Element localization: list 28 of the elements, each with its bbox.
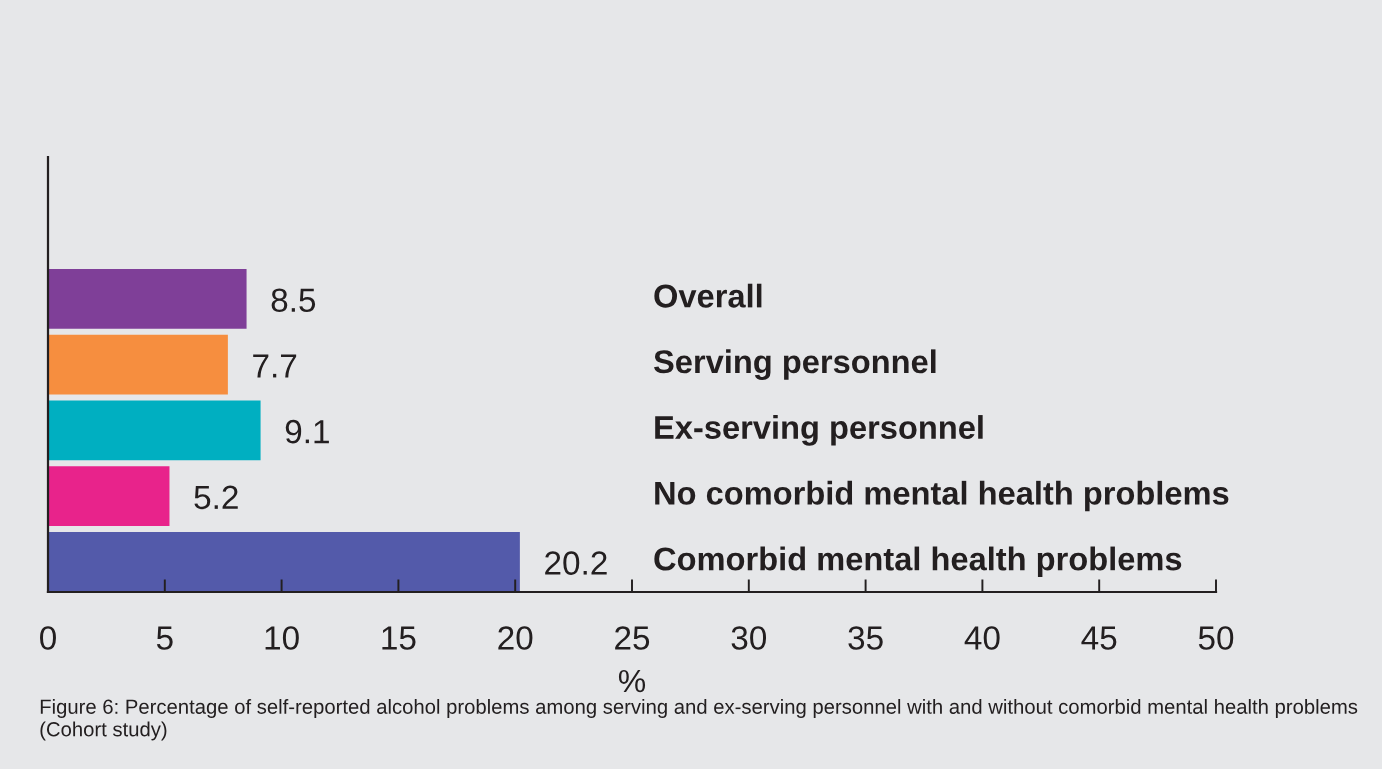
- y-tick-label: Overall: [654, 283, 762, 308]
- data-label: 5.2: [194, 485, 238, 510]
- y-tick-label: Serving personnel: [653, 349, 936, 380]
- bar: [48, 269, 247, 329]
- x-tick-label: 30: [731, 626, 767, 650]
- y-tick-label: No comorbid mental health problems: [655, 480, 1229, 512]
- data-label: 9.1: [285, 419, 329, 444]
- bar: [48, 400, 261, 461]
- data-label: 8.5: [271, 288, 316, 313]
- x-tick-label: 50: [1198, 626, 1234, 650]
- bar: [48, 531, 520, 592]
- x-tick-label: 15: [382, 626, 416, 650]
- bar: [48, 334, 228, 395]
- x-tick-label: 10: [265, 626, 299, 650]
- x-tick-label: 20: [498, 626, 533, 650]
- x-tick-label: 0: [40, 626, 56, 650]
- x-tick-label: 35: [848, 626, 883, 650]
- x-tick-label: 25: [615, 626, 650, 650]
- caption: Figure 6: Percentage of self-reported alcohol problems among serving and ex-serving personnel with and without comorbid mental health problems (Cohort study): [40, 699, 1358, 741]
- y-tick-label: Comorbid mental health problems: [654, 546, 1182, 577]
- x-axis-title: %: [618, 669, 646, 693]
- bar: [48, 466, 170, 526]
- data-label: 20.2: [545, 551, 607, 575]
- y-tick-label: Ex-serving personnel: [655, 415, 983, 446]
- x-tick-label: 40: [964, 626, 1000, 650]
- data-label: 7.7: [253, 354, 297, 378]
- x-tick-label: 45: [1081, 626, 1117, 650]
- x-tick-label: 5: [156, 626, 173, 650]
